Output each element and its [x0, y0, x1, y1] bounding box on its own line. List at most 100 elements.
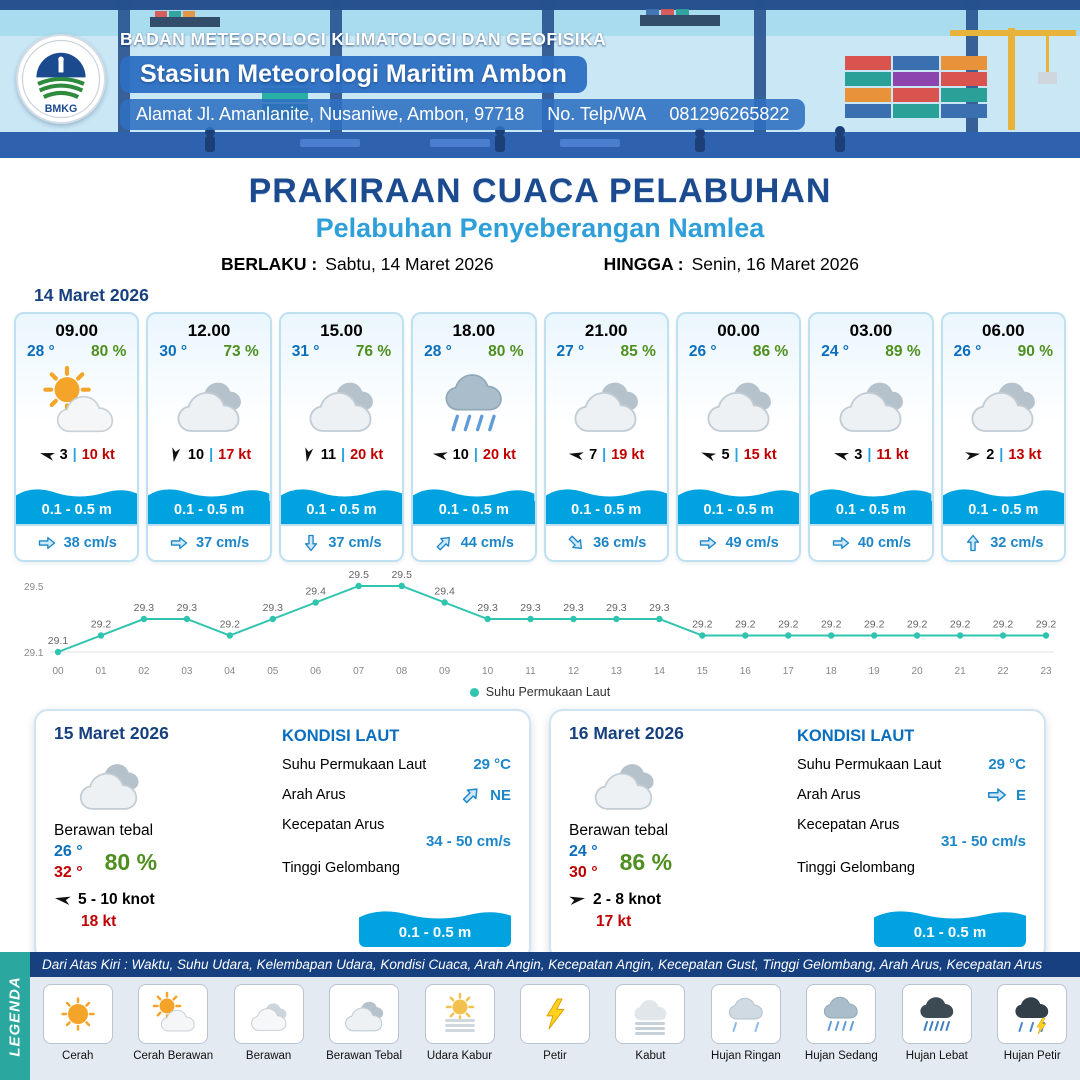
legend-item-label: Cerah Berawan: [133, 1050, 214, 1062]
wind-row: 5 | 15 kt: [678, 445, 799, 469]
wind-direction-icon: [166, 446, 185, 465]
page-title: PRAKIRAAN CUACA PELABUHAN: [248, 172, 832, 210]
title-section: PRAKIRAAN CUACA PELABUHAN Pelabuhan Peny…: [0, 158, 1080, 275]
current-direction-icon: [301, 533, 321, 553]
legend-item-label: Berawan: [245, 1050, 292, 1062]
legend-side-label: LEGENDA: [6, 975, 24, 1057]
wave-height-band: 0.1 - 0.5 m: [413, 488, 535, 524]
current-speed: 36 cm/s: [593, 535, 647, 551]
legend-udara-kabur-icon: [424, 984, 495, 1044]
air-temperature: 28 °: [27, 343, 55, 360]
wave-height-value: 0.1 - 0.5 m: [16, 501, 138, 524]
svg-text:29.2: 29.2: [778, 619, 799, 631]
humidity: 76 %: [355, 343, 392, 360]
current-direction-icon: [698, 533, 718, 553]
current-direction-icon: [562, 529, 590, 557]
forecast-card: 12.00 30 ° 73 % 10 | 17 kt 0.1 - 0.5 m 37 cm/s: [146, 312, 272, 562]
phone-number: 081296265822: [669, 103, 790, 124]
weather-icon-berawan-tebal: [943, 361, 1064, 445]
wind-direction-icon: [298, 446, 317, 465]
chart-legend-label: Suhu Permukaan Laut: [485, 685, 611, 699]
daily-humidity: 86 %: [619, 849, 673, 876]
legend-footer: LEGENDA Dari Atas Kiri : Waktu, Suhu Uda…: [0, 952, 1080, 1080]
wave-height-band: 0.1 - 0.5 m: [16, 488, 138, 524]
legend-item-label: Hujan Ringan: [711, 1050, 781, 1062]
svg-text:09: 09: [439, 666, 451, 677]
current-direction-icon: [430, 529, 458, 557]
weather-icon-berawan-tebal: [148, 361, 269, 445]
svg-text:29.2: 29.2: [821, 619, 842, 631]
wind-speed: 10: [187, 447, 205, 463]
current-row: 38 cm/s: [16, 524, 138, 560]
wind-row: 3 | 10 kt: [16, 445, 137, 469]
wave-height-label: Tinggi Gelombang: [282, 860, 400, 876]
bmkg-logo: BMKG: [16, 34, 106, 124]
svg-text:20: 20: [912, 666, 924, 677]
forecast-time: 06.00: [982, 321, 1025, 340]
legend-item-label: Petir: [543, 1050, 567, 1062]
daily-weather-icon-berawan-tebal: [587, 746, 787, 818]
daily-forecast-section: 15 Maret 2026 Berawan tebal 26 ° 32 ° 80 % 5 …: [0, 699, 1080, 961]
current-speed: 49 cm/s: [725, 535, 779, 551]
separator: |: [473, 447, 478, 463]
legend-item-label: Hujan Sedang: [804, 1050, 878, 1062]
gust-speed: 17 kt: [218, 447, 252, 463]
svg-text:02: 02: [138, 666, 150, 677]
legend-item: Udara Kabur: [415, 984, 505, 1063]
svg-text:29.5: 29.5: [348, 569, 369, 581]
current-speed-label: Kecepatan Arus: [797, 817, 900, 833]
sst-chart-section: 29.1 00 29.2 01 29.3 02 29.3 03 29.2 04 29.3 05 29.4…: [0, 562, 1080, 699]
daily-date: 15 Maret 2026: [54, 723, 169, 743]
current-direction-value: NE: [490, 786, 511, 804]
wave-height-value: 0.1 - 0.5 m: [413, 501, 535, 524]
air-temperature: 24 °: [821, 343, 849, 360]
svg-text:29.5: 29.5: [391, 569, 412, 581]
legend-item: Berawan: [224, 984, 314, 1063]
forecast-time: 09.00: [55, 321, 98, 340]
svg-text:19: 19: [869, 666, 881, 677]
station-name: Stasiun Meteorologi Maritim Ambon: [120, 55, 587, 93]
humidity: 90 %: [1017, 343, 1053, 360]
legend-cerah-berawan-icon: [138, 984, 209, 1044]
current-speed: 37 cm/s: [195, 535, 250, 551]
daily-wind-direction-icon: [568, 890, 588, 910]
phone-label: No. Telp/WA: [547, 103, 647, 124]
legend-item-label: Berawan Tebal: [326, 1050, 403, 1062]
forecast-time: 03.00: [849, 321, 893, 340]
daily-gust: 18 kt: [81, 912, 117, 930]
valid-to-date: Senin, 16 Maret 2026: [691, 254, 859, 274]
weather-icon-berawan-tebal: [810, 361, 931, 445]
svg-text:29.2: 29.2: [220, 619, 241, 631]
svg-text:08: 08: [396, 666, 408, 677]
svg-text:29.2: 29.2: [735, 619, 756, 631]
wave-height-label: Tinggi Gelombang: [797, 860, 915, 876]
wind-direction-icon: [567, 446, 586, 465]
sst-value: 29 °C: [473, 756, 511, 773]
forecast-time: 12.00: [187, 321, 231, 340]
legend-item: Cerah: [33, 984, 123, 1063]
legend-icon-row: Cerah Cerah Berawan Berawan Berawan Tebal Ud…: [30, 977, 1080, 1080]
wave-height-band: 0.1 - 0.5 m: [545, 488, 667, 524]
svg-text:18: 18: [826, 666, 838, 677]
header: BMKG BADAN METEOROLOGI KLIMATOLOGI DAN G…: [0, 0, 1080, 158]
wind-row: 3 | 11 kt: [810, 445, 931, 469]
separator: |: [734, 447, 739, 463]
daily-date: 16 Maret 2026: [569, 723, 684, 743]
separator: |: [341, 447, 346, 463]
wind-speed: 7: [589, 447, 598, 463]
daily-wind-range: 5 - 10 knot: [78, 890, 155, 908]
gust-speed: 19 kt: [611, 447, 645, 463]
station-address: Alamat Jl. Amanlanite, Nusaniwe, Ambon, …: [120, 98, 806, 130]
svg-text:29.2: 29.2: [907, 619, 928, 631]
wave-height-value: 0.1 - 0.5 m: [677, 501, 800, 524]
svg-text:21: 21: [955, 666, 967, 677]
current-speed-value: 31 - 50 cm/s: [940, 833, 1026, 850]
current-speed-label: Kecepatan Arus: [282, 817, 385, 833]
wave-height-value: 0.1 - 0.5 m: [874, 923, 1026, 947]
wind-speed: 11: [320, 447, 337, 463]
legend-item-label: Hujan Petir: [1003, 1050, 1061, 1062]
air-temperature: 30 °: [159, 343, 188, 360]
wind-direction-icon: [698, 445, 719, 466]
current-speed: 37 cm/s: [328, 535, 382, 551]
svg-text:23: 23: [1040, 666, 1052, 677]
